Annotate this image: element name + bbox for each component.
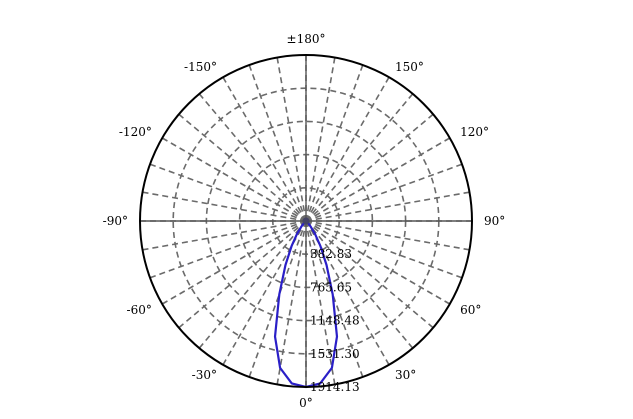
grid-spoke-150 [305,76,390,222]
grid-spoke-20 [305,220,364,378]
angle-label-60: 60° [460,303,481,317]
angle-label-neg90: -90° [103,214,128,228]
grid-spoke-280 [142,220,307,251]
grid-spoke-100 [305,191,470,222]
angle-label-neg30: -30° [192,368,217,382]
grid-spoke-300 [161,220,307,305]
grid-spoke-10 [305,220,336,385]
grid-spoke-220 [198,93,307,222]
grid-spoke-80 [305,220,470,251]
label-layer: 382.83 765.65 1148.48 1531.30 1914.13 0° 30° 60… [103,32,506,410]
grid-spoke-350 [276,220,307,385]
grid-spoke-130 [305,113,434,222]
center-dot [302,217,310,225]
angle-label-120: 120° [460,125,489,139]
grid-spoke-310 [178,220,307,329]
grid-spoke-60 [305,220,451,305]
grid-spoke-330 [222,220,307,366]
grid-spoke-250 [149,163,307,222]
grid-spoke-30 [305,220,390,366]
grid-spoke-50 [305,220,434,329]
grid-spoke-210 [222,76,307,222]
radial-tick-label-1: 382.83 [310,247,352,261]
angle-label-neg60: -60° [127,303,152,317]
angle-label-90: 90° [484,214,505,228]
grid-spoke-190 [276,57,307,222]
grid-spoke-120 [305,137,451,222]
grid-spoke-170 [305,57,336,222]
radial-tick-label-2: 765.65 [310,280,352,294]
grid-spoke-200 [248,64,307,222]
angle-label-neg120: -120° [119,125,152,139]
grid-spoke-160 [305,64,364,222]
angle-label-150: 150° [395,60,424,74]
angle-label-0: 0° [299,396,313,410]
grid-spoke-230 [178,113,307,222]
radial-tick-label-4: 1531.30 [310,347,360,361]
grid-layer [140,55,472,387]
grid-spoke-110 [305,163,463,222]
grid-spoke-340 [248,220,307,378]
angle-label-neg150: -150° [184,60,217,74]
grid-spoke-290 [149,220,307,279]
grid-spoke-240 [161,137,307,222]
angle-label-30: 30° [395,368,416,382]
angle-label-180: ±180° [287,32,326,46]
grid-spoke-70 [305,220,463,279]
radial-tick-label-3: 1148.48 [310,314,360,328]
grid-spoke-140 [305,93,414,222]
radial-tick-label-5: 1914.13 [310,380,360,394]
grid-spoke-320 [198,220,307,349]
outer-circle [139,54,473,388]
outer-layer [139,54,473,388]
grid-spoke-260 [142,191,307,222]
grid-spoke-40 [305,220,414,349]
